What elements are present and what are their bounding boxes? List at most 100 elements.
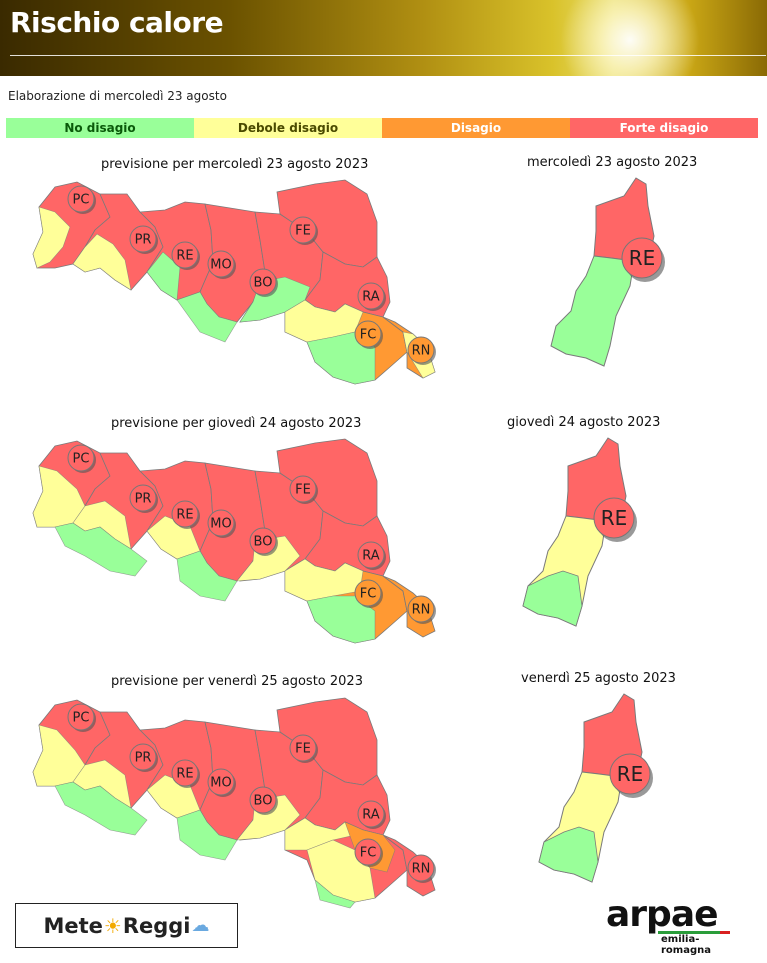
province-label: RA [362,549,380,564]
legend: No disagio Debole disagio Disagio Forte … [6,118,758,138]
cloud-icon: ☁ [191,915,210,936]
page-title: Rischio calore [10,6,224,39]
province-label: PR [135,492,152,507]
province-fe [276,438,378,527]
province-label: FE [295,483,311,498]
province-marker-ra: RA [357,282,386,311]
re-label: RE [629,246,656,270]
province-label: BO [254,535,273,550]
province-label: FC [360,328,377,343]
zone-area [32,724,86,787]
province-marker-mo: MO [207,250,236,279]
province-marker-re: RE [171,500,200,529]
re-map-title-3: venerdì 25 agosto 2023 [521,671,676,686]
elaboration-date: Elaborazione di mercoledì 23 agosto [8,89,227,103]
province-marker-fe: FE [289,475,318,504]
re-zone-south [550,255,635,367]
province-marker-ra: RA [357,541,386,570]
province-fe [276,697,378,786]
province-marker-ra: RA [357,800,386,829]
province-label: BO [254,794,273,809]
province-label: PC [73,711,90,726]
zone-area [284,299,364,343]
province-label: BO [254,276,273,291]
province-marker-pr: PR [129,743,158,772]
legend-forte-disagio: Forte disagio [570,118,758,138]
province-label: RN [412,862,431,877]
province-label: RE [176,249,193,264]
province-label: FE [295,742,311,757]
zone-area [54,781,148,836]
province-label: RN [412,603,431,618]
meteo-logo-text-2: Reggi [122,913,191,938]
province-label: RE [176,508,193,523]
legend-no-disagio: No disagio [6,118,194,138]
province-label: PC [73,452,90,467]
sun-glare [560,0,700,76]
zone-area [239,276,311,323]
re-map-title-2: giovedì 24 agosto 2023 [507,415,661,430]
re-zone-mountain [538,826,599,883]
region-map-title-1: previsione per mercoledì 23 agosto 2023 [101,157,369,172]
province-label: FC [360,587,377,602]
province-marker-pr: PR [129,225,158,254]
province-marker-rn: RN [407,595,436,624]
province-marker-rn: RN [407,336,436,365]
meteo-logo-text-1: Mete [43,913,103,938]
zone-area [284,558,364,602]
zone-area [54,522,148,577]
arpae-logo-subtitle: emilia-romagna [661,934,711,956]
province-label: RA [362,290,380,305]
province-marker-re: RE [171,759,200,788]
province-marker-fe: FE [289,734,318,763]
re-map-day-1: RE [550,177,665,367]
province-marker-fc: FC [354,579,383,608]
province-label: MO [210,517,231,532]
region-map-day-3: PC PR RE MO BO FE RA FC RN [32,697,436,909]
province-marker-fc: FC [354,838,383,867]
re-marker: RE [621,237,665,282]
province-label: MO [210,258,231,273]
legend-debole-disagio: Debole disagio [194,118,382,138]
re-marker: RE [593,497,637,542]
province-marker-bo: BO [249,786,278,815]
arpae-green-bar [658,931,720,934]
zone-area [306,595,376,644]
region-map-title-2: previsione per giovedì 24 agosto 2023 [111,416,362,431]
zone-area [236,794,301,841]
re-label: RE [601,506,628,530]
province-label: FE [295,224,311,239]
province-marker-bo: BO [249,268,278,297]
header-rule [10,55,766,56]
zone-area [32,206,71,269]
header-banner: Rischio calore [0,0,767,76]
province-label: FC [360,846,377,861]
re-label: RE [617,762,644,786]
province-marker-pc: PC [67,185,96,214]
zone-area [146,251,181,301]
re-map-title-1: mercoledì 23 agosto 2023 [527,155,698,170]
province-label: RE [176,767,193,782]
province-marker-mo: MO [207,768,236,797]
province-label: PR [135,751,152,766]
province-label: RA [362,808,380,823]
province-label: RN [412,344,431,359]
province-label: MO [210,776,231,791]
re-map-day-3: RE [538,693,653,883]
zone-area [72,233,132,291]
province-marker-pc: PC [67,444,96,473]
zone-area [176,291,238,343]
zone-area [314,879,356,909]
province-marker-pr: PR [129,484,158,513]
province-marker-rn: RN [407,854,436,883]
arpae-logo: arpae emilia-romagna [606,894,746,956]
province-label: PC [73,193,90,208]
province-marker-bo: BO [249,527,278,556]
province-marker-mo: MO [207,509,236,538]
re-zone-mountain [522,570,583,627]
province-fe [276,179,378,268]
zone-area [32,465,86,528]
zone-area [306,331,376,385]
arpae-red-bar [720,931,730,934]
re-marker: RE [609,753,653,798]
